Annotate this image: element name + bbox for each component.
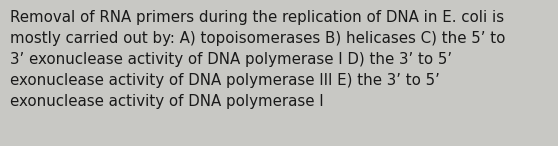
- Text: Removal of RNA primers during the replication of DNA in E. coli is
mostly carrie: Removal of RNA primers during the replic…: [10, 10, 506, 109]
